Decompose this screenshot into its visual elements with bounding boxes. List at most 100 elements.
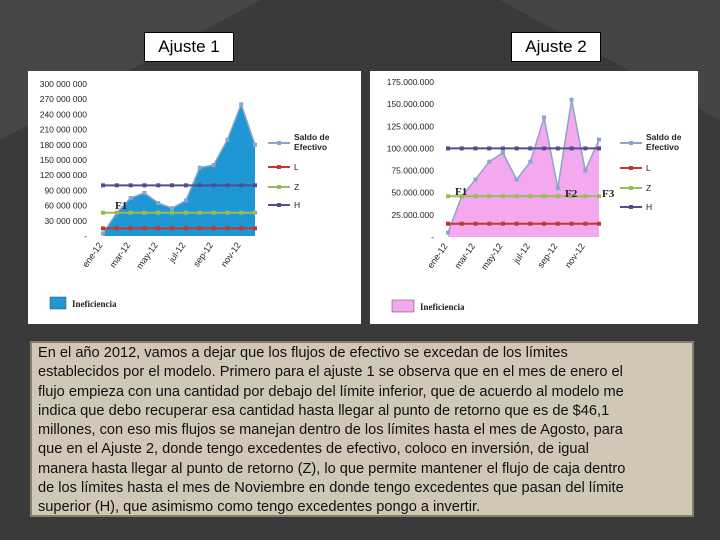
chart-ajuste1-panel: - 30 000 000 60 000 000 90 000 000 120 000 0…: [28, 71, 361, 324]
series-point-l: [514, 221, 519, 226]
series-point-z: [500, 194, 505, 199]
annotation-f2: F2: [565, 188, 578, 200]
y-tick-label: 100.000.000: [387, 143, 435, 153]
legend-marker: [277, 185, 281, 189]
legend-marker: [277, 203, 281, 207]
series-point-z: [239, 210, 244, 215]
description-line: En el año 2012, vamos a dejar que los fl…: [38, 345, 568, 361]
y-tick-label: 30 000 000: [44, 216, 87, 226]
annotation-f1: F1: [115, 200, 127, 212]
legend-marker: [629, 166, 633, 170]
series-point-z: [514, 194, 519, 199]
series-point-l: [170, 226, 175, 231]
series-point-saldo: [446, 230, 450, 235]
y-tick-label: 300 000 000: [40, 79, 88, 89]
series-point-l: [446, 221, 450, 226]
series-point-l: [597, 221, 601, 226]
legend-label: H: [646, 202, 652, 212]
legend-label: L: [294, 162, 299, 172]
series-point-l: [239, 226, 244, 231]
y-tick-label: 210 000 000: [40, 125, 88, 135]
series-point-h: [459, 146, 464, 151]
x-tick-label: may-12: [479, 241, 504, 271]
description-line: establecidos por el modelo. Primero para…: [38, 364, 623, 381]
legend-label: Efectivo: [646, 142, 679, 152]
y-tick-label: 150 000 000: [40, 155, 88, 165]
y-tick-label: 125.000.000: [387, 121, 435, 131]
series-point-z: [225, 210, 230, 215]
series-point-l: [555, 221, 560, 226]
legend-marker: [629, 186, 633, 190]
series-point-h: [128, 183, 133, 188]
chart-ajuste2-panel: - 25.000.000 50.000.000 75.000.000 100.000.0…: [370, 71, 698, 324]
x-tick-label: sep-12: [535, 241, 559, 269]
series-point-l: [542, 221, 547, 226]
y-tick-label: 75.000.000: [391, 166, 434, 176]
series-point-saldo: [500, 150, 505, 155]
series-point-h: [101, 183, 105, 188]
series-point-h: [597, 146, 601, 151]
legend-label: H: [294, 200, 300, 210]
series-point-z: [211, 210, 216, 215]
series-point-z: [473, 194, 478, 199]
description-line: millones, con eso mis flujos se manejan …: [38, 422, 623, 439]
fill-legend-swatch: [391, 299, 415, 313]
series-point-l: [473, 221, 478, 226]
y-tick-label: 150.000.000: [387, 99, 435, 109]
series-point-h: [239, 183, 244, 188]
x-tick-label: nov-12: [563, 241, 587, 269]
description-line: flujo empieza con una cantidad por debaj…: [38, 383, 624, 400]
series-point-h: [114, 183, 119, 188]
series-point-z: [569, 194, 574, 199]
series-point-h: [555, 146, 560, 151]
ajuste1-label: Ajuste 1: [144, 32, 234, 62]
series-point-h: [528, 146, 533, 151]
y-tick-label: 240 000 000: [40, 109, 88, 119]
series-point-l: [114, 226, 119, 231]
x-tick-label: may-12: [135, 240, 160, 270]
series-point-z: [459, 194, 464, 199]
series-point-z: [597, 194, 601, 199]
description-line: superior (H), que asimismo como tengo ex…: [38, 499, 481, 516]
legend-marker: [277, 141, 281, 145]
series-point-h: [542, 146, 547, 151]
series-point-saldo: [142, 190, 147, 195]
series-point-saldo: [583, 168, 588, 173]
x-tick-label: jul-12: [166, 240, 187, 265]
series-point-saldo: [487, 159, 492, 164]
series-line-saldo: [102, 102, 256, 234]
y-tick-label: -: [431, 232, 434, 242]
series-point-l: [183, 226, 188, 231]
series-point-saldo: [253, 142, 257, 147]
x-tick-label: ene-12: [425, 241, 449, 270]
series-point-z: [142, 210, 147, 215]
series-point-saldo: [156, 201, 161, 206]
series-point-h: [197, 183, 202, 188]
series-point-saldo: [128, 196, 133, 200]
series-point-z: [528, 194, 533, 199]
y-tick-label: 180 000 000: [40, 140, 88, 150]
series-point-saldo: [101, 231, 105, 236]
x-tick-label: mar-12: [108, 240, 133, 269]
legend-label: Efectivo: [294, 142, 327, 152]
legend-label: L: [646, 163, 651, 173]
series-point-l: [459, 221, 464, 226]
series-point-z: [170, 210, 175, 215]
annotation-f3: F3: [602, 188, 615, 200]
y-tick-label: -: [84, 231, 87, 241]
series-point-saldo: [225, 137, 230, 142]
legend-marker: [277, 165, 281, 169]
series-point-h: [225, 183, 230, 188]
legend-label: Z: [294, 182, 299, 192]
legend-label: Z: [646, 183, 651, 193]
series-point-l: [528, 221, 533, 226]
series-point-z: [542, 194, 547, 199]
legend-marker: [629, 205, 633, 209]
series-point-h: [583, 146, 588, 151]
description-line: indica que debo recuperar esa cantidad h…: [38, 402, 610, 419]
series-point-saldo: [514, 177, 519, 182]
y-tick-label: 25.000.000: [391, 210, 434, 220]
series-point-h: [473, 146, 478, 151]
x-tick-label: jul-12: [511, 241, 532, 266]
series-point-l: [197, 226, 202, 231]
